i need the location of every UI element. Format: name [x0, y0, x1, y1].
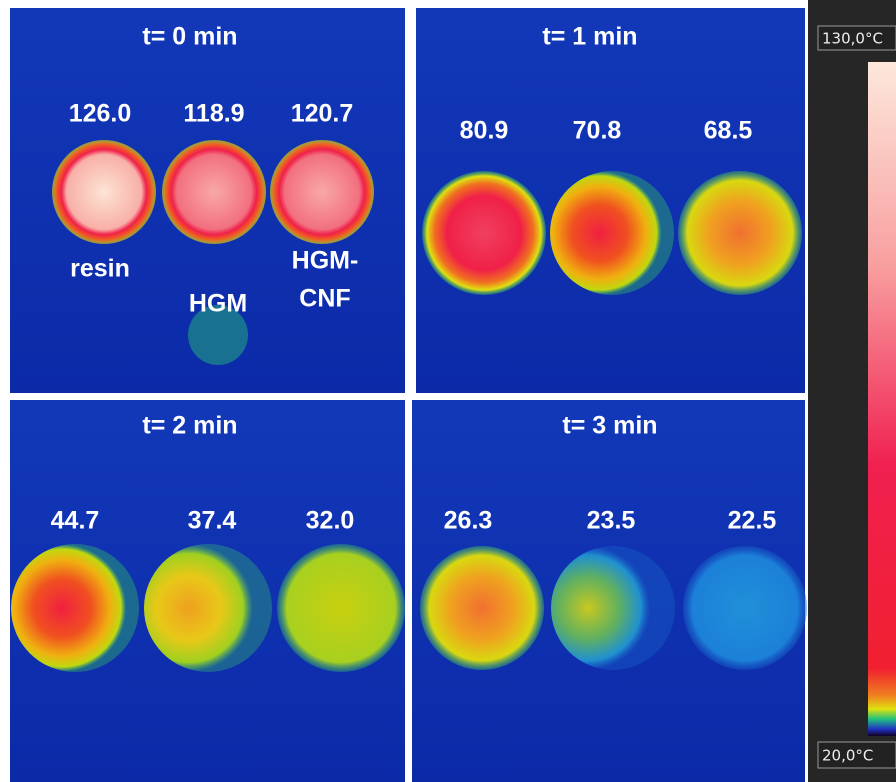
reading: 32.0	[306, 507, 355, 535]
reading: 70.8	[573, 117, 622, 145]
reading: 80.9	[460, 117, 509, 145]
panel-2: t= 2 min 44.7 37.4 32.0	[10, 400, 405, 782]
scale-bar	[868, 62, 896, 736]
scale-max: 130,0°C	[822, 30, 883, 48]
sample-label: resin	[70, 255, 130, 283]
reading: 68.5	[704, 117, 753, 145]
thermal-figure: t= 0 min 126.0 118.9 120.7 resin HGM HGM…	[0, 0, 896, 782]
sample	[277, 544, 405, 672]
sample	[270, 140, 374, 244]
reading: 126.0	[69, 100, 132, 128]
sample	[162, 140, 266, 244]
reading: 22.5	[728, 507, 777, 535]
sample	[678, 171, 802, 295]
sample	[11, 544, 139, 672]
reading: 26.3	[444, 507, 493, 535]
sample	[551, 546, 675, 670]
panel-title: t= 0 min	[142, 23, 237, 51]
sample	[52, 140, 156, 244]
reading: 120.7	[291, 100, 354, 128]
reading: 23.5	[587, 507, 636, 535]
reading: 118.9	[183, 100, 244, 128]
panel-title: t= 2 min	[142, 412, 237, 440]
sample-label: HGM-	[292, 247, 359, 275]
sample-label: HGM	[189, 290, 247, 318]
panel-title: t= 3 min	[562, 412, 657, 440]
reading: 44.7	[51, 507, 100, 535]
sample	[422, 171, 546, 295]
scale-min: 20,0°C	[822, 747, 873, 765]
sample-label: CNF	[299, 285, 350, 313]
sample	[144, 544, 272, 672]
sample	[683, 546, 807, 670]
sample	[420, 546, 544, 670]
reading: 37.4	[188, 507, 237, 535]
sample	[550, 171, 674, 295]
panel-1: t= 1 min 80.9 70.8 68.5	[416, 8, 805, 393]
panel-0: t= 0 min 126.0 118.9 120.7 resin HGM HGM…	[10, 8, 405, 393]
color-scale: 130,0°C 20,0°C	[808, 0, 896, 782]
panel-3: t= 3 min 26.3 23.5 22.5	[412, 400, 807, 782]
panel-title: t= 1 min	[542, 23, 637, 51]
